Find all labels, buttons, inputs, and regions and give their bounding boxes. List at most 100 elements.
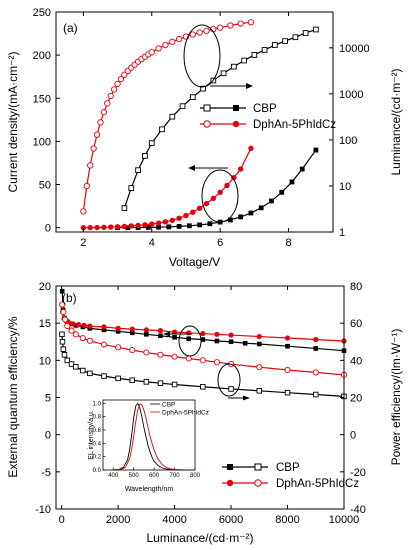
panel-b-point-cbp-power-efficiency (59, 331, 65, 338)
panel-b-point-cbp-power-efficiency (64, 357, 71, 364)
legend-marker-open-square (254, 463, 262, 471)
panel-b-point-dphan-5phidcz-power-efficiency (61, 316, 69, 323)
inset-line-cbp (113, 402, 195, 471)
panel-a-point-dphan-5phidcz-current-density (203, 200, 210, 207)
panel-a-point-dphan-5phidcz-luminance (87, 162, 94, 169)
panel-a-point-cbp-current-density (313, 147, 319, 153)
panel-a-point-cbp-luminance (142, 153, 148, 159)
panel-a-point-cbp-luminance (272, 42, 278, 48)
panel-b-y2-axis-label: Power efficiency/(lm·W⁻¹) (389, 329, 403, 466)
panel-b-point-dphan-5phidcz-EQE (200, 330, 206, 337)
panel-b-point-dphan-5phidcz-power-efficiency (199, 357, 206, 364)
panel-b-point-dphan-5phidcz-EQE (70, 321, 76, 327)
panel-a-point-dphan-5phidcz-current-density (142, 222, 148, 228)
panel-a-point-cbp-luminance (121, 205, 128, 211)
panel-a-point-dphan-5phidcz-luminance (114, 80, 121, 88)
panel-a-x-tick-label: 6 (217, 237, 223, 249)
panel-b-point-dphan-5phidcz-power-efficiency (68, 327, 75, 334)
panel-a-point-dphan-5phidcz-luminance (107, 92, 114, 100)
panel-b-point-cbp-EQE (172, 334, 177, 340)
panel-b-point-dphan-5phidcz-power-efficiency (64, 322, 71, 330)
panel-b-point-dphan-5phidcz-power-efficiency (60, 308, 67, 316)
panel-b-point-cbp-power-efficiency (313, 391, 319, 398)
panel-b-point-dphan-5phidcz-power-efficiency (185, 355, 192, 362)
panel-a-point-dphan-5phidcz-current-density (135, 222, 141, 229)
panel-a-legend-entry-dphan: DphAn-5PhIdCz (200, 119, 336, 131)
inset-legend-label-dphan: DphAn-5PhIdCz (162, 410, 209, 417)
panel-b-pe-ellipse (217, 363, 241, 397)
inset-data-layer (113, 402, 196, 471)
panel-a-luminance-ellipse (183, 24, 221, 88)
panel-a-x-axis-label: Voltage/V (169, 255, 220, 269)
panel-a-point-dphan-5phidcz-current-density (248, 145, 254, 152)
panel-a-point-dphan-5phidcz-current-density (162, 219, 169, 225)
panel-a-point-cbp-current-density (248, 210, 254, 216)
panel-a-point-cbp-luminance (241, 57, 247, 64)
panel-a-point-dphan-5phidcz-current-density (224, 182, 230, 189)
panel-a-y2-axis-label: Luminance/(cd·m⁻²) (389, 68, 403, 175)
panel-a-point-dphan-5phidcz-current-density (101, 224, 107, 231)
panel-b-y-tick-label: 10 (39, 355, 51, 367)
legend-marker-open-circle (254, 479, 262, 487)
panel-b-y2-tick-label: 80 (350, 281, 362, 293)
panel-b-point-dphan-5phidcz-EQE (228, 332, 234, 338)
panel-b-arrow-left-head (163, 331, 170, 337)
panel-a-point-dphan-5phidcz-luminance (169, 38, 176, 45)
panel-b-efficiency-vs-luminance: 0 2000 4000 6000 8000 10000-10-505101520-40-2… (6, 281, 403, 545)
panel-b-point-cbp-power-efficiency (171, 381, 178, 388)
panel-b-point-cbp-EQE (129, 330, 135, 336)
inset-legend: CBP DphAn-5PhIdCz (150, 402, 209, 417)
panel-b-point-cbp-power-efficiency (256, 388, 263, 394)
panel-b-point-dphan-5phidcz-EQE (129, 326, 135, 332)
legend-marker-filled-square (227, 464, 233, 470)
panel-b-legend-label-dphan: DphAn-5PhIdCz (276, 478, 359, 490)
panel-a-y-axis-label: Current density/(mA·cm⁻²) (6, 51, 20, 192)
panel-a-point-cbp-luminance (261, 47, 268, 53)
panel-a-point-dphan-5phidcz-current-density (183, 212, 189, 219)
panel-b-point-dphan-5phidcz-EQE (171, 329, 178, 335)
panel-b-y-tick-label: -10 (35, 504, 51, 516)
panel-a-point-cbp-current-density (279, 189, 285, 195)
panel-a-point-dphan-5phidcz-current-density (196, 205, 203, 211)
panel-b-point-cbp-EQE (73, 323, 79, 328)
panel-b-point-dphan-5phidcz-power-efficiency (284, 366, 291, 374)
panel-a-point-dphan-5phidcz-current-density (210, 195, 217, 202)
panel-a-point-cbp-luminance (220, 70, 227, 77)
panel-b-legend-entry-cbp: CBP (222, 462, 300, 474)
panel-a-point-dphan-5phidcz-luminance (216, 24, 224, 31)
panel-a-legend: CBP DphAn-5PhIdCz (200, 103, 336, 131)
panel-b-point-dphan-5phidcz-EQE (101, 324, 107, 330)
panel-a-point-dphan-5phidcz-current-density (121, 223, 128, 230)
panel-b-y2-tick-label: 40 (350, 355, 362, 367)
panel-b-point-dphan-5phidcz-EQE (186, 330, 192, 336)
panel-a-point-dphan-5phidcz-luminance (121, 71, 128, 78)
legend-marker-open-square (203, 104, 211, 112)
panel-b-point-cbp-EQE (144, 332, 149, 337)
panel-a-point-dphan-5phidcz-current-density (80, 224, 87, 231)
panel-b-point-dphan-5phidcz-power-efficiency (129, 347, 136, 354)
panel-b-point-cbp-EQE (101, 327, 107, 333)
panel-b-x-tick-label: 10000 (329, 514, 360, 526)
panel-b-point-cbp-power-efficiency (228, 386, 234, 392)
panel-b-y-tick-label: 15 (39, 318, 51, 330)
panel-b-point-cbp-power-efficiency (61, 352, 68, 358)
panel-b-point-cbp-power-efficiency (200, 383, 206, 390)
panel-b-point-cbp-EQE (285, 343, 290, 349)
panel-a-point-dphan-5phidcz-current-density (87, 224, 93, 231)
panel-a-y-tick-label: 250 (33, 7, 51, 19)
panel-a-point-dphan-5phidcz-luminance (162, 41, 169, 49)
panel-b-point-cbp-power-efficiency (143, 379, 150, 385)
panel-b-point-cbp-EQE (214, 338, 220, 344)
panel-a-point-dphan-5phidcz-current-density (231, 174, 237, 181)
inset-y-tick-label: 0.0 (93, 468, 102, 474)
panel-a-point-cbp-luminance (135, 167, 141, 174)
panel-a-point-dphan-5phidcz-luminance (117, 75, 125, 83)
panel-b-line-dphan-5phidcz-power-efficiency (61, 304, 345, 376)
inset-line-dphan-5phidcz (113, 403, 196, 471)
panel-b-point-dphan-5phidcz-EQE (87, 323, 93, 329)
inset-x-tick-label: 600 (149, 473, 160, 479)
panel-b-point-cbp-EQE (158, 333, 163, 339)
panel-b-x-tick-label: 2000 (106, 514, 130, 526)
panel-a-point-dphan-5phidcz-luminance (203, 27, 210, 34)
panel-b-point-cbp-EQE (59, 288, 65, 294)
